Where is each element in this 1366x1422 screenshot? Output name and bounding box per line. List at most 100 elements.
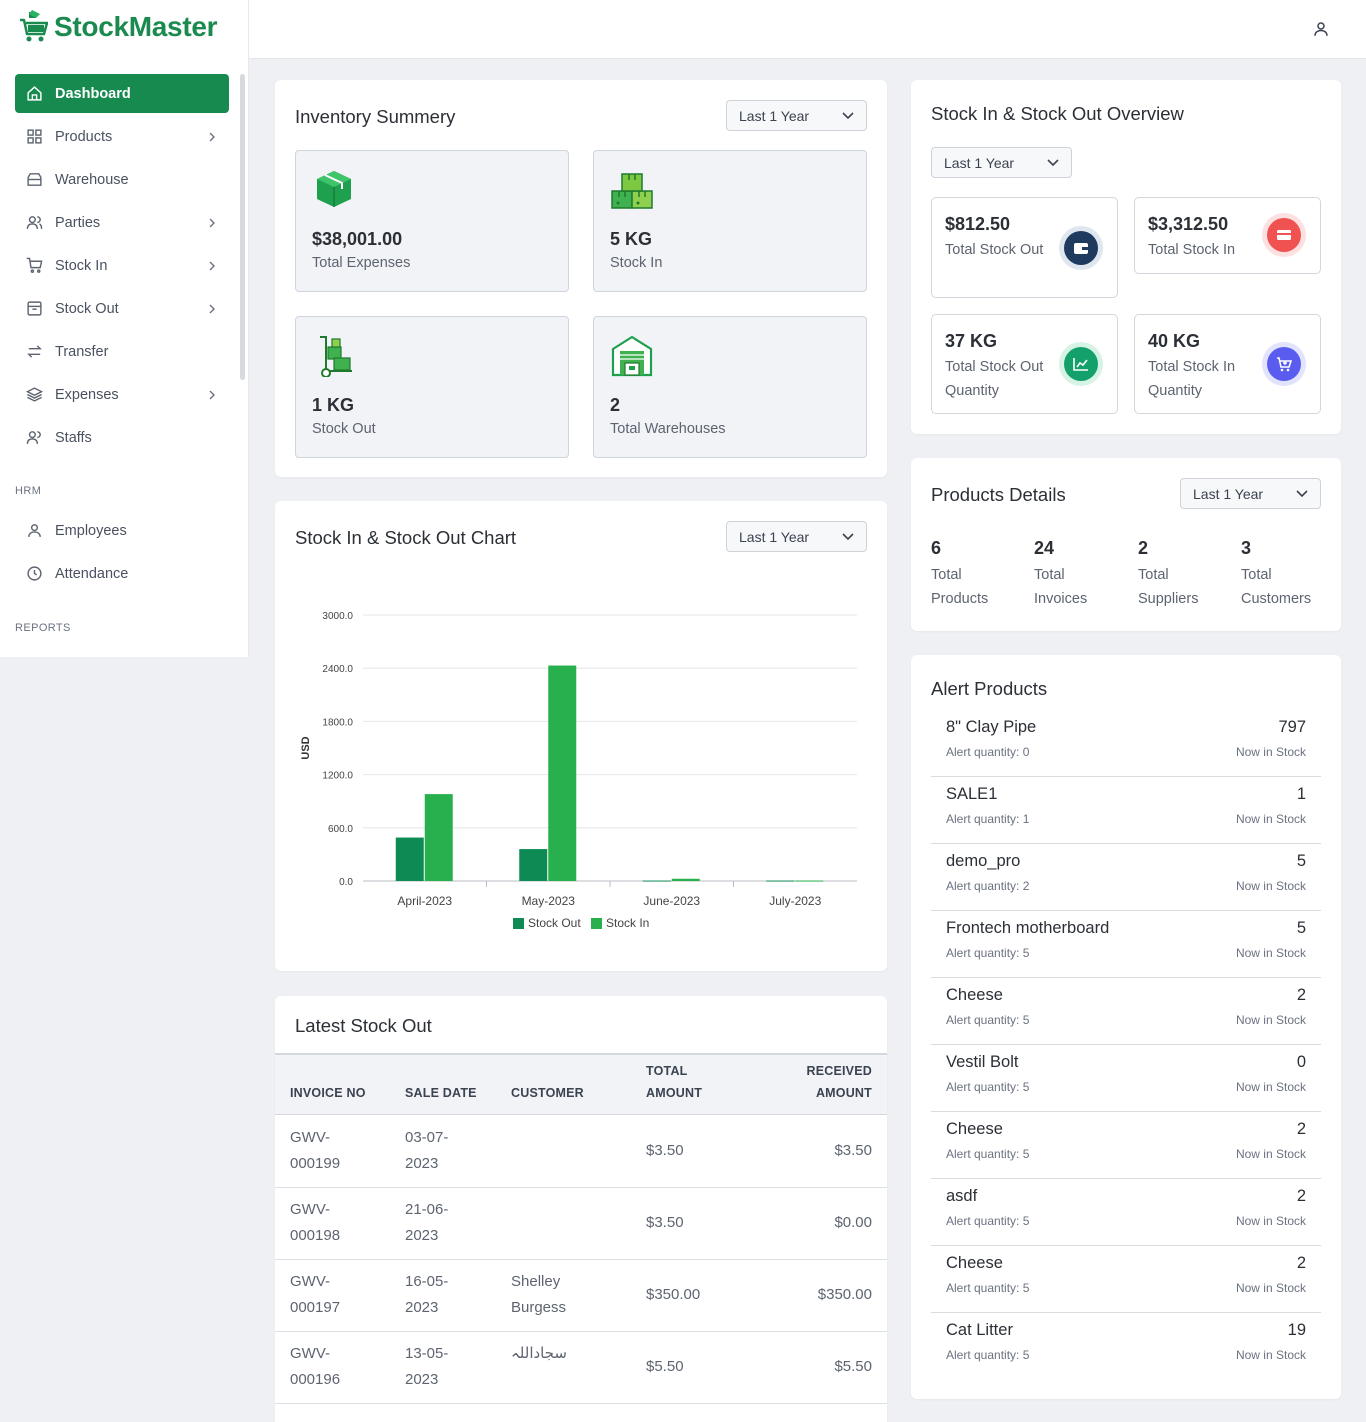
nav-section-hrm: HRM [15, 485, 42, 497]
table-row[interactable]: GWV- 000197 16-05- 2023 Shelley Burgess $350.0… [275, 1260, 887, 1332]
col-total-amount[interactable]: TOTAL AMOUNT [646, 1064, 703, 1100]
sidebar-scrollbar[interactable] [240, 74, 245, 380]
cell-total-amount: $5.50 [646, 1358, 684, 1375]
stat-label: Total Warehouses [610, 421, 726, 437]
cell-invoice-no: GWV- 000199 [290, 1129, 341, 1172]
products-details-card: Products Details Last 1 Year 6 Total Prod… [911, 458, 1341, 631]
detail-label: Total Products [931, 567, 989, 607]
stock-label: Now in Stock [1235, 1147, 1306, 1161]
stock-label: Now in Stock [1235, 1013, 1306, 1027]
alert-quantity: Alert quantity: 5 [946, 1080, 1030, 1094]
stock-count: 2 [1296, 1254, 1306, 1272]
cell-total-amount: $3.50 [646, 1142, 684, 1159]
cell-total-amount: $3.50 [646, 1214, 684, 1231]
stock-count: 0 [1296, 1053, 1306, 1071]
cell-invoice-no: GWV- 000198 [290, 1201, 341, 1244]
overview-label: Total Stock Out [945, 242, 1044, 258]
sidebar-item-transfer[interactable]: Transfer [15, 332, 229, 371]
alert-product-row[interactable]: Vestil Bolt Alert quantity: 5 0 Now in Stoc… [931, 1045, 1321, 1112]
card-title: Alert Products [931, 678, 1048, 699]
home-icon [25, 85, 43, 103]
stock-count: 797 [1278, 718, 1306, 736]
sidebar-item-parties[interactable]: Parties [15, 203, 229, 242]
col-sale-date[interactable]: SALE DATE [405, 1086, 477, 1100]
sidebar-item-expenses[interactable]: Expenses [15, 375, 229, 414]
alert-product-row[interactable]: Cheese Alert quantity: 5 2 Now in Stock [931, 1246, 1321, 1313]
stock-label: Now in Stock [1235, 1080, 1306, 1094]
stat-value: $38,001.00 [312, 229, 403, 249]
alert-product-row[interactable]: Cheese Alert quantity: 5 2 Now in Stock [931, 1112, 1321, 1179]
alert-quantity: Alert quantity: 5 [946, 1013, 1030, 1027]
sidebar-item-stock-out[interactable]: Stock Out [15, 289, 229, 328]
table-row[interactable]: GWV- 000198 21-06- 2023 $3.50 $0.00 [275, 1188, 887, 1260]
select-value: Last 1 Year [944, 154, 1015, 171]
stat-stock-in: 5 KG Stock In [593, 150, 867, 292]
hand-truck-icon [320, 336, 352, 377]
stock-chart-card: Stock In & Stock Out Chart Last 1 Year 0… [275, 501, 887, 971]
logo[interactable]: StockMaster [20, 10, 218, 44]
sidebar-item-attendance[interactable]: Attendance [15, 554, 229, 593]
alert-product-row[interactable]: demo_pro Alert quantity: 2 5 Now in Stock [931, 844, 1321, 911]
stock-label: Now in Stock [1235, 812, 1306, 826]
x-tick-label: July-2023 [769, 894, 821, 908]
table-row[interactable]: GWV- 000199 03-07- 2023 $3.50 $3.50 [275, 1116, 887, 1188]
alert-quantity: Alert quantity: 5 [946, 1214, 1030, 1228]
sidebar-item-products[interactable]: Products [15, 117, 229, 156]
alert-quantity: Alert quantity: 5 [946, 1348, 1030, 1362]
bar-stock-out [519, 849, 548, 881]
sidebar-item-staffs[interactable]: Staffs [15, 418, 229, 457]
select-value: Last 1 Year [739, 107, 810, 124]
table-row[interactable]: GWV- 000196 13-05- 2023 سجاداللہ $5.50 $5.50 [275, 1332, 887, 1404]
sidebar-item-employees[interactable]: Employees [15, 511, 229, 550]
alert-product-name: 8" Clay Pipe [946, 718, 1037, 736]
col-invoice-no[interactable]: INVOICE NO [290, 1086, 366, 1100]
sidebar-item-dashboard[interactable]: Dashboard [15, 74, 229, 113]
alert-product-row[interactable]: asdf Alert quantity: 5 2 Now in Stock [931, 1179, 1321, 1246]
select-value: Last 1 Year [739, 528, 810, 545]
detail-label: Total Suppliers [1138, 567, 1199, 607]
table-row[interactable] [275, 1404, 887, 1422]
stock-count: 5 [1296, 919, 1306, 937]
alert-product-name: Cheese [946, 986, 1003, 1004]
sidebar-item-label: Employees [55, 522, 127, 539]
alert-product-row[interactable]: 8" Clay Pipe Alert quantity: 0 797 Now in S… [931, 710, 1321, 777]
col-received-amount[interactable]: RECEIVED AMOUNT [806, 1064, 872, 1100]
inventory-period-select[interactable]: Last 1 Year [726, 100, 867, 131]
alert-product-name: Frontech motherboard [946, 919, 1110, 937]
sidebar-item-stock-in[interactable]: Stock In [15, 246, 229, 285]
alert-product-row[interactable]: Frontech motherboard Alert quantity: 5 5 No… [931, 911, 1321, 978]
y-tick-label: 1200.0 [322, 771, 353, 782]
user-icon [25, 522, 43, 540]
cell-sale-date: 16-05- 2023 [405, 1273, 449, 1316]
chart-period-select[interactable]: Last 1 Year [726, 521, 867, 552]
chevron-right-icon [209, 261, 215, 270]
cell-customer: Shelley Burgess [511, 1273, 567, 1316]
overview-value: 40 KG [1148, 331, 1201, 351]
stock-label: Now in Stock [1235, 745, 1306, 759]
alert-quantity: Alert quantity: 5 [946, 1147, 1030, 1161]
detail-value: 24 [1034, 538, 1055, 558]
legend-swatch [513, 918, 524, 929]
sidebar: StockMaster Dashboard Products Warehouse [0, 0, 249, 657]
stat-stock-out: 1 KG Stock Out [295, 316, 569, 458]
stock-label: Now in Stock [1235, 1348, 1306, 1362]
expense-box-icon [317, 171, 351, 207]
alert-product-row[interactable]: SALE1 Alert quantity: 1 1 Now in Stock [931, 777, 1321, 844]
sidebar-item-label: Products [55, 128, 113, 145]
alert-product-name: demo_pro [946, 852, 1021, 870]
sidebar-item-label: Stock Out [55, 300, 119, 317]
detail-value: 6 [931, 538, 942, 558]
col-customer[interactable]: CUSTOMER [511, 1086, 584, 1100]
alert-product-row[interactable]: Cat Litter Alert quantity: 5 19 Now in Stoc… [931, 1313, 1321, 1380]
user-profile-icon[interactable] [1312, 20, 1330, 38]
sidebar-item-label: Attendance [55, 565, 129, 582]
alert-product-row[interactable]: Cheese Alert quantity: 5 2 Now in Stock [931, 978, 1321, 1045]
sidebar-item-warehouse[interactable]: Warehouse [15, 160, 229, 199]
cell-received-amount: $5.50 [834, 1358, 872, 1375]
products-period-select[interactable]: Last 1 Year [1180, 478, 1321, 509]
stock-count: 2 [1296, 1187, 1306, 1205]
warehouse-building-icon [611, 335, 653, 377]
inventory-summary-card: Inventory Summery Last 1 Year $38,001.00… [275, 80, 887, 477]
sidebar-item-label: Staffs [55, 429, 92, 446]
overview-period-select[interactable]: Last 1 Year [931, 147, 1072, 178]
